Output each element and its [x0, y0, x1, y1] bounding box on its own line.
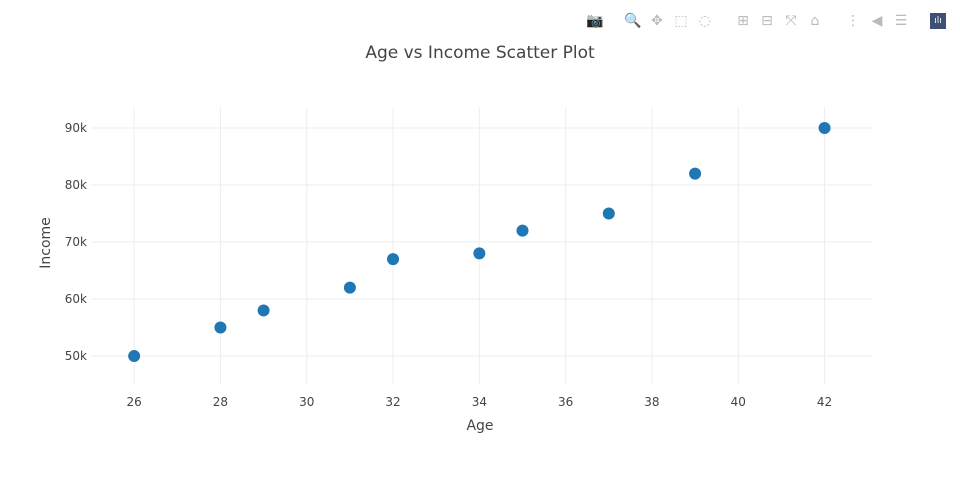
- plotly-logo-icon[interactable]: ılı: [930, 13, 946, 29]
- x-tick-label: 30: [299, 395, 314, 409]
- zoom-icon: 🔍: [624, 13, 642, 29]
- data-point: [689, 167, 702, 180]
- reset-axes-button[interactable]: ⌂: [806, 12, 824, 30]
- zoom-button[interactable]: 🔍: [624, 12, 642, 30]
- reset-axes-icon: ⌂: [810, 13, 820, 29]
- camera-button[interactable]: 📷: [586, 12, 604, 30]
- y-axis-label: Income: [38, 217, 54, 269]
- lasso-select-icon: ◌: [698, 13, 712, 29]
- data-point: [602, 207, 615, 220]
- x-tick-label: 38: [644, 395, 659, 409]
- autoscale-button[interactable]: ⤧: [782, 12, 800, 30]
- zoom-in-button[interactable]: ⊞: [734, 12, 752, 30]
- zoom-out-icon: ⊟: [761, 13, 773, 29]
- x-tick-label: 32: [385, 395, 400, 409]
- data-point: [387, 253, 400, 266]
- x-tick-label: 40: [731, 395, 746, 409]
- spike-lines-icon: ⋮: [846, 13, 860, 29]
- zoom-out-button[interactable]: ⊟: [758, 12, 776, 30]
- data-point: [214, 321, 227, 334]
- x-tick-label: 34: [472, 395, 487, 409]
- chart-title: Age vs Income Scatter Plot: [365, 43, 595, 63]
- box-select-button[interactable]: ⬚: [672, 12, 690, 30]
- x-axis-label: Age: [466, 418, 493, 434]
- spike-lines-button[interactable]: ⋮: [844, 12, 862, 30]
- x-tick-label: 42: [817, 395, 832, 409]
- data-point: [473, 247, 486, 260]
- hover-compare-icon: ☰: [894, 13, 908, 29]
- lasso-select-button[interactable]: ◌: [696, 12, 714, 30]
- y-tick-label: 60k: [65, 292, 87, 306]
- data-point: [128, 350, 141, 363]
- camera-icon: 📷: [586, 13, 604, 29]
- pan-button[interactable]: ✥: [648, 12, 666, 30]
- hover-closest-button[interactable]: ◀: [868, 12, 886, 30]
- box-select-icon: ⬚: [674, 13, 688, 29]
- x-tick-label: 36: [558, 395, 573, 409]
- modebar: 📷 🔍 ✥ ⬚ ◌ ⊞ ⊟ ⤧ ⌂ ⋮ ◀ ☰ ılı: [586, 12, 946, 30]
- autoscale-icon: ⤧: [785, 13, 797, 29]
- zoom-in-icon: ⊞: [737, 13, 749, 29]
- gridlines: [91, 108, 872, 384]
- x-tick-label: 26: [127, 395, 142, 409]
- data-point: [343, 281, 356, 294]
- y-tick-labels: 50k 60k 70k 80k 90k: [65, 121, 87, 363]
- data-point: [516, 224, 529, 237]
- x-tick-label: 28: [213, 395, 228, 409]
- y-tick-label: 80k: [65, 178, 87, 192]
- y-tick-label: 70k: [65, 235, 87, 249]
- x-tick-labels: 26 28 30 32 34 36 38 40 42: [127, 395, 833, 409]
- data-points: [128, 121, 831, 363]
- hover-closest-icon: ◀: [871, 13, 883, 29]
- data-point: [818, 121, 831, 134]
- y-tick-label: 90k: [65, 121, 87, 135]
- data-point: [257, 304, 270, 317]
- y-tick-label: 50k: [65, 349, 87, 363]
- hover-compare-button[interactable]: ☰: [892, 12, 910, 30]
- pan-icon: ✥: [651, 13, 663, 29]
